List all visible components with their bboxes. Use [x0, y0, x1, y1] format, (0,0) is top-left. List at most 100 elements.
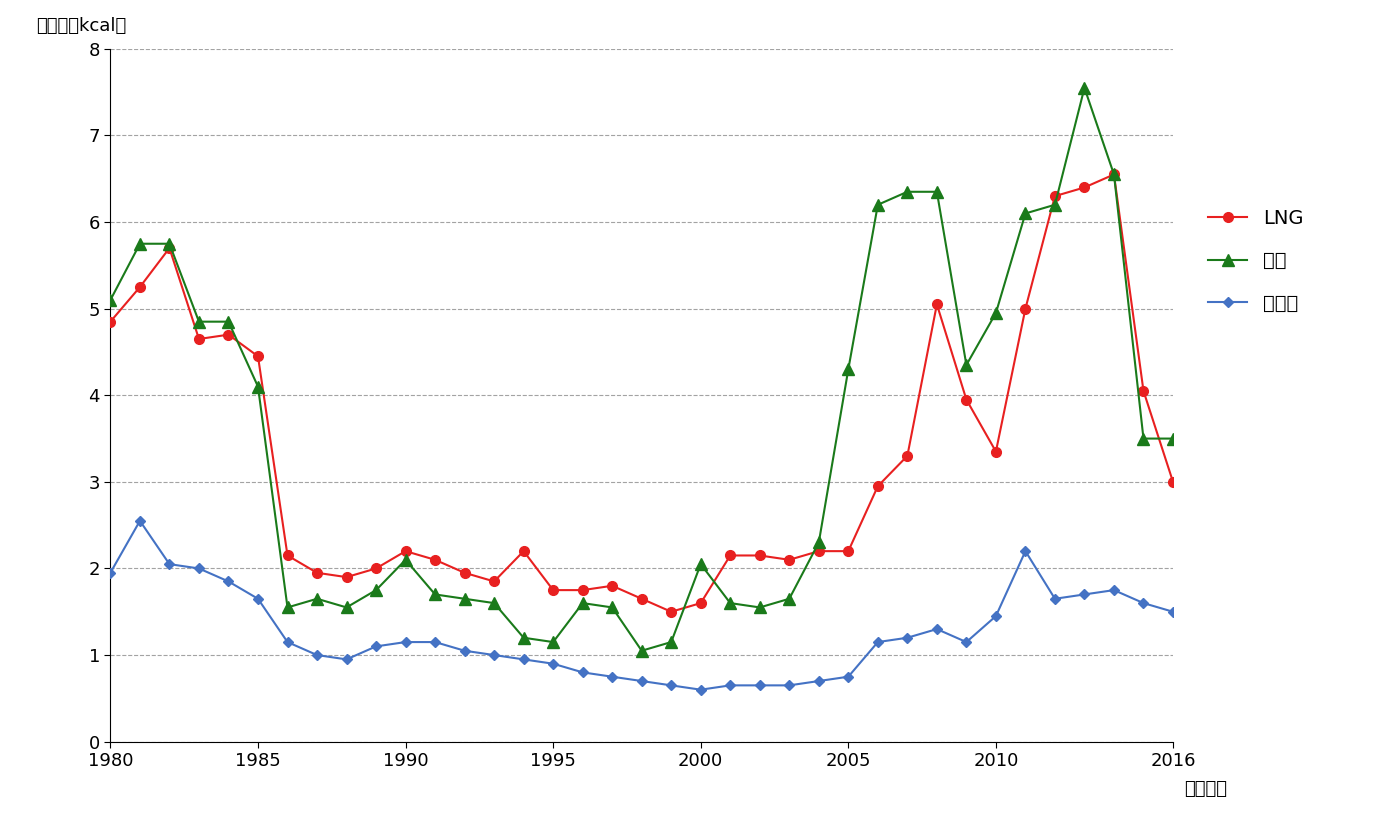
原油 [662, 637, 679, 647]
一般炭 [752, 681, 769, 690]
原油 [604, 602, 621, 612]
原油 [545, 637, 562, 647]
LNG [722, 551, 738, 561]
一般炭 [722, 681, 738, 690]
Line: 原油: 原油 [104, 82, 1180, 657]
LNG [1136, 386, 1152, 396]
一般炭 [515, 654, 531, 664]
一般炭 [279, 637, 295, 647]
原油 [1076, 83, 1093, 93]
一般炭 [662, 681, 679, 690]
LNG [1105, 170, 1122, 179]
一般炭 [190, 564, 207, 574]
原油 [752, 602, 769, 612]
原油 [1136, 434, 1152, 443]
原油 [693, 559, 709, 569]
一般炭 [545, 659, 562, 668]
LNG [250, 351, 266, 361]
LNG [693, 598, 709, 608]
一般炭 [869, 637, 886, 647]
LNG [338, 572, 355, 582]
LNG [279, 551, 295, 561]
原油 [1165, 434, 1181, 443]
原油 [338, 602, 355, 612]
原油 [250, 381, 266, 391]
LNG [752, 551, 769, 561]
一般炭 [1076, 589, 1093, 599]
LNG [102, 317, 119, 327]
原油 [840, 364, 857, 374]
一般炭 [131, 516, 148, 526]
一般炭 [1136, 598, 1152, 608]
原油 [457, 594, 473, 604]
一般炭 [426, 637, 443, 647]
原油 [722, 598, 738, 608]
原油 [515, 632, 531, 642]
LNG [604, 581, 621, 591]
Line: 一般炭: 一般炭 [106, 518, 1177, 694]
原油 [633, 645, 650, 655]
LNG [662, 607, 679, 617]
一般炭 [604, 672, 621, 681]
一般炭 [633, 676, 650, 686]
Legend: LNG, 原油, 一般炭: LNG, 原油, 一般炭 [1201, 201, 1311, 320]
原油 [309, 594, 326, 604]
原油 [102, 295, 119, 305]
LNG [840, 546, 857, 556]
原油 [486, 598, 502, 608]
Text: （年度）: （年度） [1184, 780, 1227, 798]
LNG [869, 482, 886, 491]
原油 [810, 538, 827, 548]
LNG [929, 299, 945, 309]
LNG [1076, 183, 1093, 192]
LNG [515, 546, 531, 556]
一般炭 [693, 685, 709, 694]
一般炭 [840, 672, 857, 681]
原油 [1017, 209, 1034, 218]
原油 [190, 317, 207, 327]
原油 [929, 187, 945, 196]
原油 [898, 187, 915, 196]
LNG [131, 282, 148, 292]
一般炭 [309, 650, 326, 660]
Line: LNG: LNG [105, 170, 1179, 617]
原油 [869, 200, 886, 209]
一般炭 [457, 645, 473, 655]
LNG [309, 568, 326, 578]
Text: （円／千kcal）: （円／千kcal） [36, 17, 126, 35]
LNG [633, 594, 650, 604]
LNG [988, 447, 1005, 456]
一般炭 [1046, 594, 1063, 604]
一般炭 [250, 594, 266, 604]
一般炭 [161, 559, 178, 569]
LNG [426, 555, 443, 565]
LNG [1017, 304, 1034, 314]
LNG [486, 576, 502, 586]
LNG [958, 394, 974, 404]
原油 [781, 594, 798, 604]
LNG [397, 546, 414, 556]
一般炭 [810, 676, 827, 686]
一般炭 [368, 641, 385, 651]
原油 [221, 317, 237, 327]
一般炭 [102, 568, 119, 578]
LNG [1046, 192, 1063, 201]
一般炭 [397, 637, 414, 647]
LNG [781, 555, 798, 565]
原油 [1105, 170, 1122, 179]
一般炭 [1017, 546, 1034, 556]
一般炭 [898, 632, 915, 642]
原油 [1046, 200, 1063, 209]
LNG [810, 546, 827, 556]
LNG [368, 564, 385, 574]
LNG [574, 585, 591, 595]
LNG [1165, 477, 1181, 487]
一般炭 [958, 637, 974, 647]
原油 [279, 602, 295, 612]
原油 [988, 308, 1005, 318]
LNG [221, 330, 237, 340]
LNG [161, 243, 178, 253]
一般炭 [1165, 607, 1181, 617]
LNG [545, 585, 562, 595]
原油 [958, 360, 974, 370]
